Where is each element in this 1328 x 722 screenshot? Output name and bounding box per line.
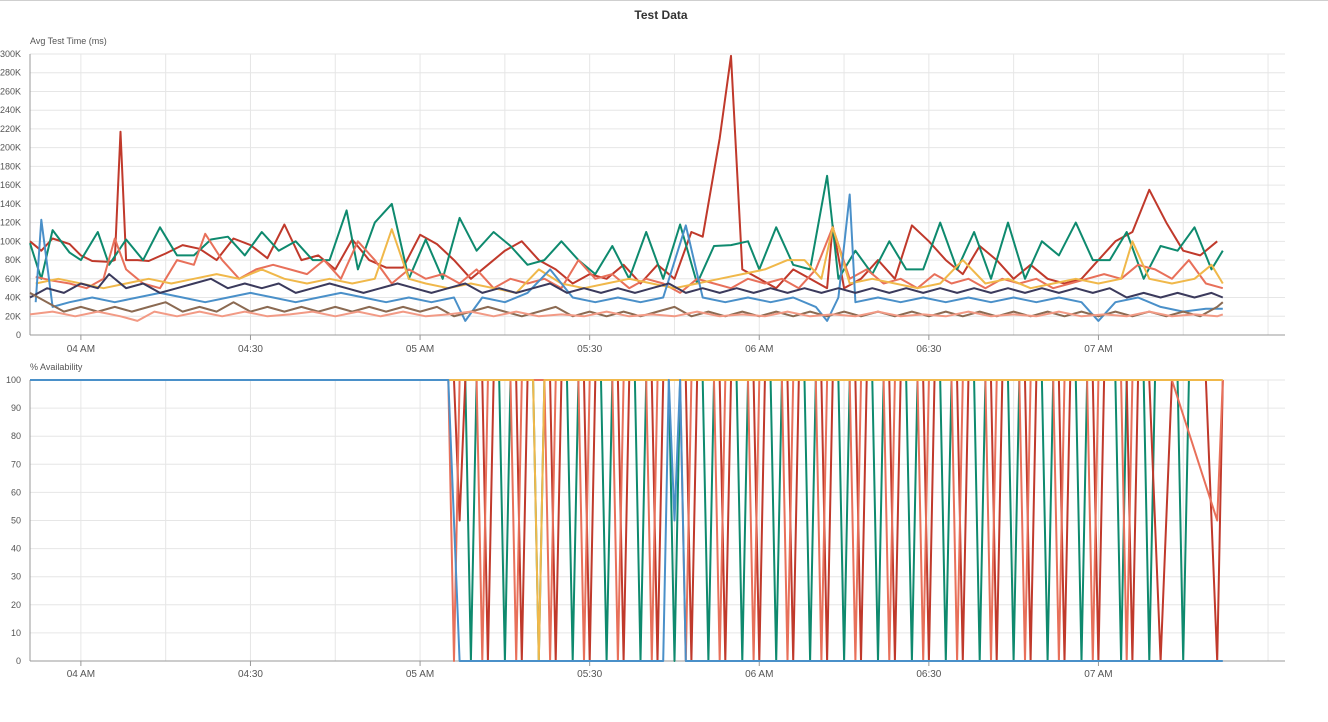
- time-ytick-label: 100K: [0, 236, 21, 246]
- avail-ytick-label: 80: [11, 431, 21, 441]
- avail-xtick-label: 05 AM: [406, 669, 434, 680]
- avail-ytick-label: 50: [11, 516, 21, 526]
- avail-ytick-label: 30: [11, 572, 21, 582]
- time-ytick-label: 0: [16, 330, 21, 340]
- chart-title: Test Data: [634, 8, 688, 22]
- avail-ytick-label: 0: [16, 656, 21, 666]
- time-xtick-label: 06:30: [916, 344, 941, 355]
- time-ytick-label: 20K: [5, 311, 21, 321]
- avail-ytick-label: 10: [11, 628, 21, 638]
- time-ytick-label: 300K: [0, 49, 21, 59]
- time-ytick-label: 260K: [0, 86, 21, 96]
- avail-ytick-label: 20: [11, 600, 21, 610]
- avail-xtick-label: 06 AM: [745, 669, 773, 680]
- time-ytick-label: 200K: [0, 143, 21, 153]
- time-series-line-5: [34, 193, 1223, 322]
- avail-xtick-label: 04:30: [238, 669, 263, 680]
- avail-ytick-label: 70: [11, 459, 21, 469]
- avail-xtick-label: 07 AM: [1084, 669, 1112, 680]
- time-ytick-label: 140K: [0, 199, 21, 209]
- time-xtick-label: 04 AM: [67, 344, 95, 355]
- time-series-line-2: [29, 174, 1224, 285]
- time-series-line-1: [29, 54, 1218, 290]
- time-ytick-label: 160K: [0, 180, 21, 190]
- time-series-line-8: [29, 310, 1224, 322]
- time-series-line-6: [29, 273, 1224, 299]
- time-ytick-label: 120K: [0, 218, 21, 228]
- time-series-line-4: [35, 226, 1224, 294]
- time-ytick-label: 180K: [0, 161, 21, 171]
- availability-panel: 0 10 20 30 40 50 60 70 80 90 100 04 AM 04:30 05 AM 05:…: [6, 362, 1285, 680]
- avail-axis-label: % Availability: [30, 362, 83, 372]
- time-ytick-label: 240K: [0, 105, 21, 115]
- time-xtick-label: 07 AM: [1084, 344, 1112, 355]
- avail-xtick-label: 04 AM: [67, 669, 95, 680]
- time-ytick-label: 220K: [0, 124, 21, 134]
- time-xtick-label: 05:30: [577, 344, 602, 355]
- time-xtick-label: 05 AM: [406, 344, 434, 355]
- time-xtick-label: 04:30: [238, 344, 263, 355]
- avail-series-line-5: [30, 379, 1223, 662]
- avail-xtick-label: 05:30: [577, 669, 602, 680]
- time-ytick-label: 80K: [5, 255, 21, 265]
- avail-ytick-label: 90: [11, 403, 21, 413]
- top-border: [0, 0, 1328, 1]
- time-ytick-label: 60K: [5, 274, 21, 284]
- time-ytick-label: 280K: [0, 68, 21, 78]
- avail-ytick-label: 100: [6, 375, 21, 385]
- avail-ytick-label: 60: [11, 487, 21, 497]
- avail-ytick-label: 40: [11, 544, 21, 554]
- avail-xtick-label: 06:30: [916, 669, 941, 680]
- avg-test-time-panel: 0 20K 40K 60K 80K 100K 120K 140K 160K 180K 200K 220…: [0, 36, 1285, 355]
- time-xtick-label: 06 AM: [745, 344, 773, 355]
- time-ytick-label: 40K: [5, 293, 21, 303]
- time-axis-label: Avg Test Time (ms): [30, 36, 107, 46]
